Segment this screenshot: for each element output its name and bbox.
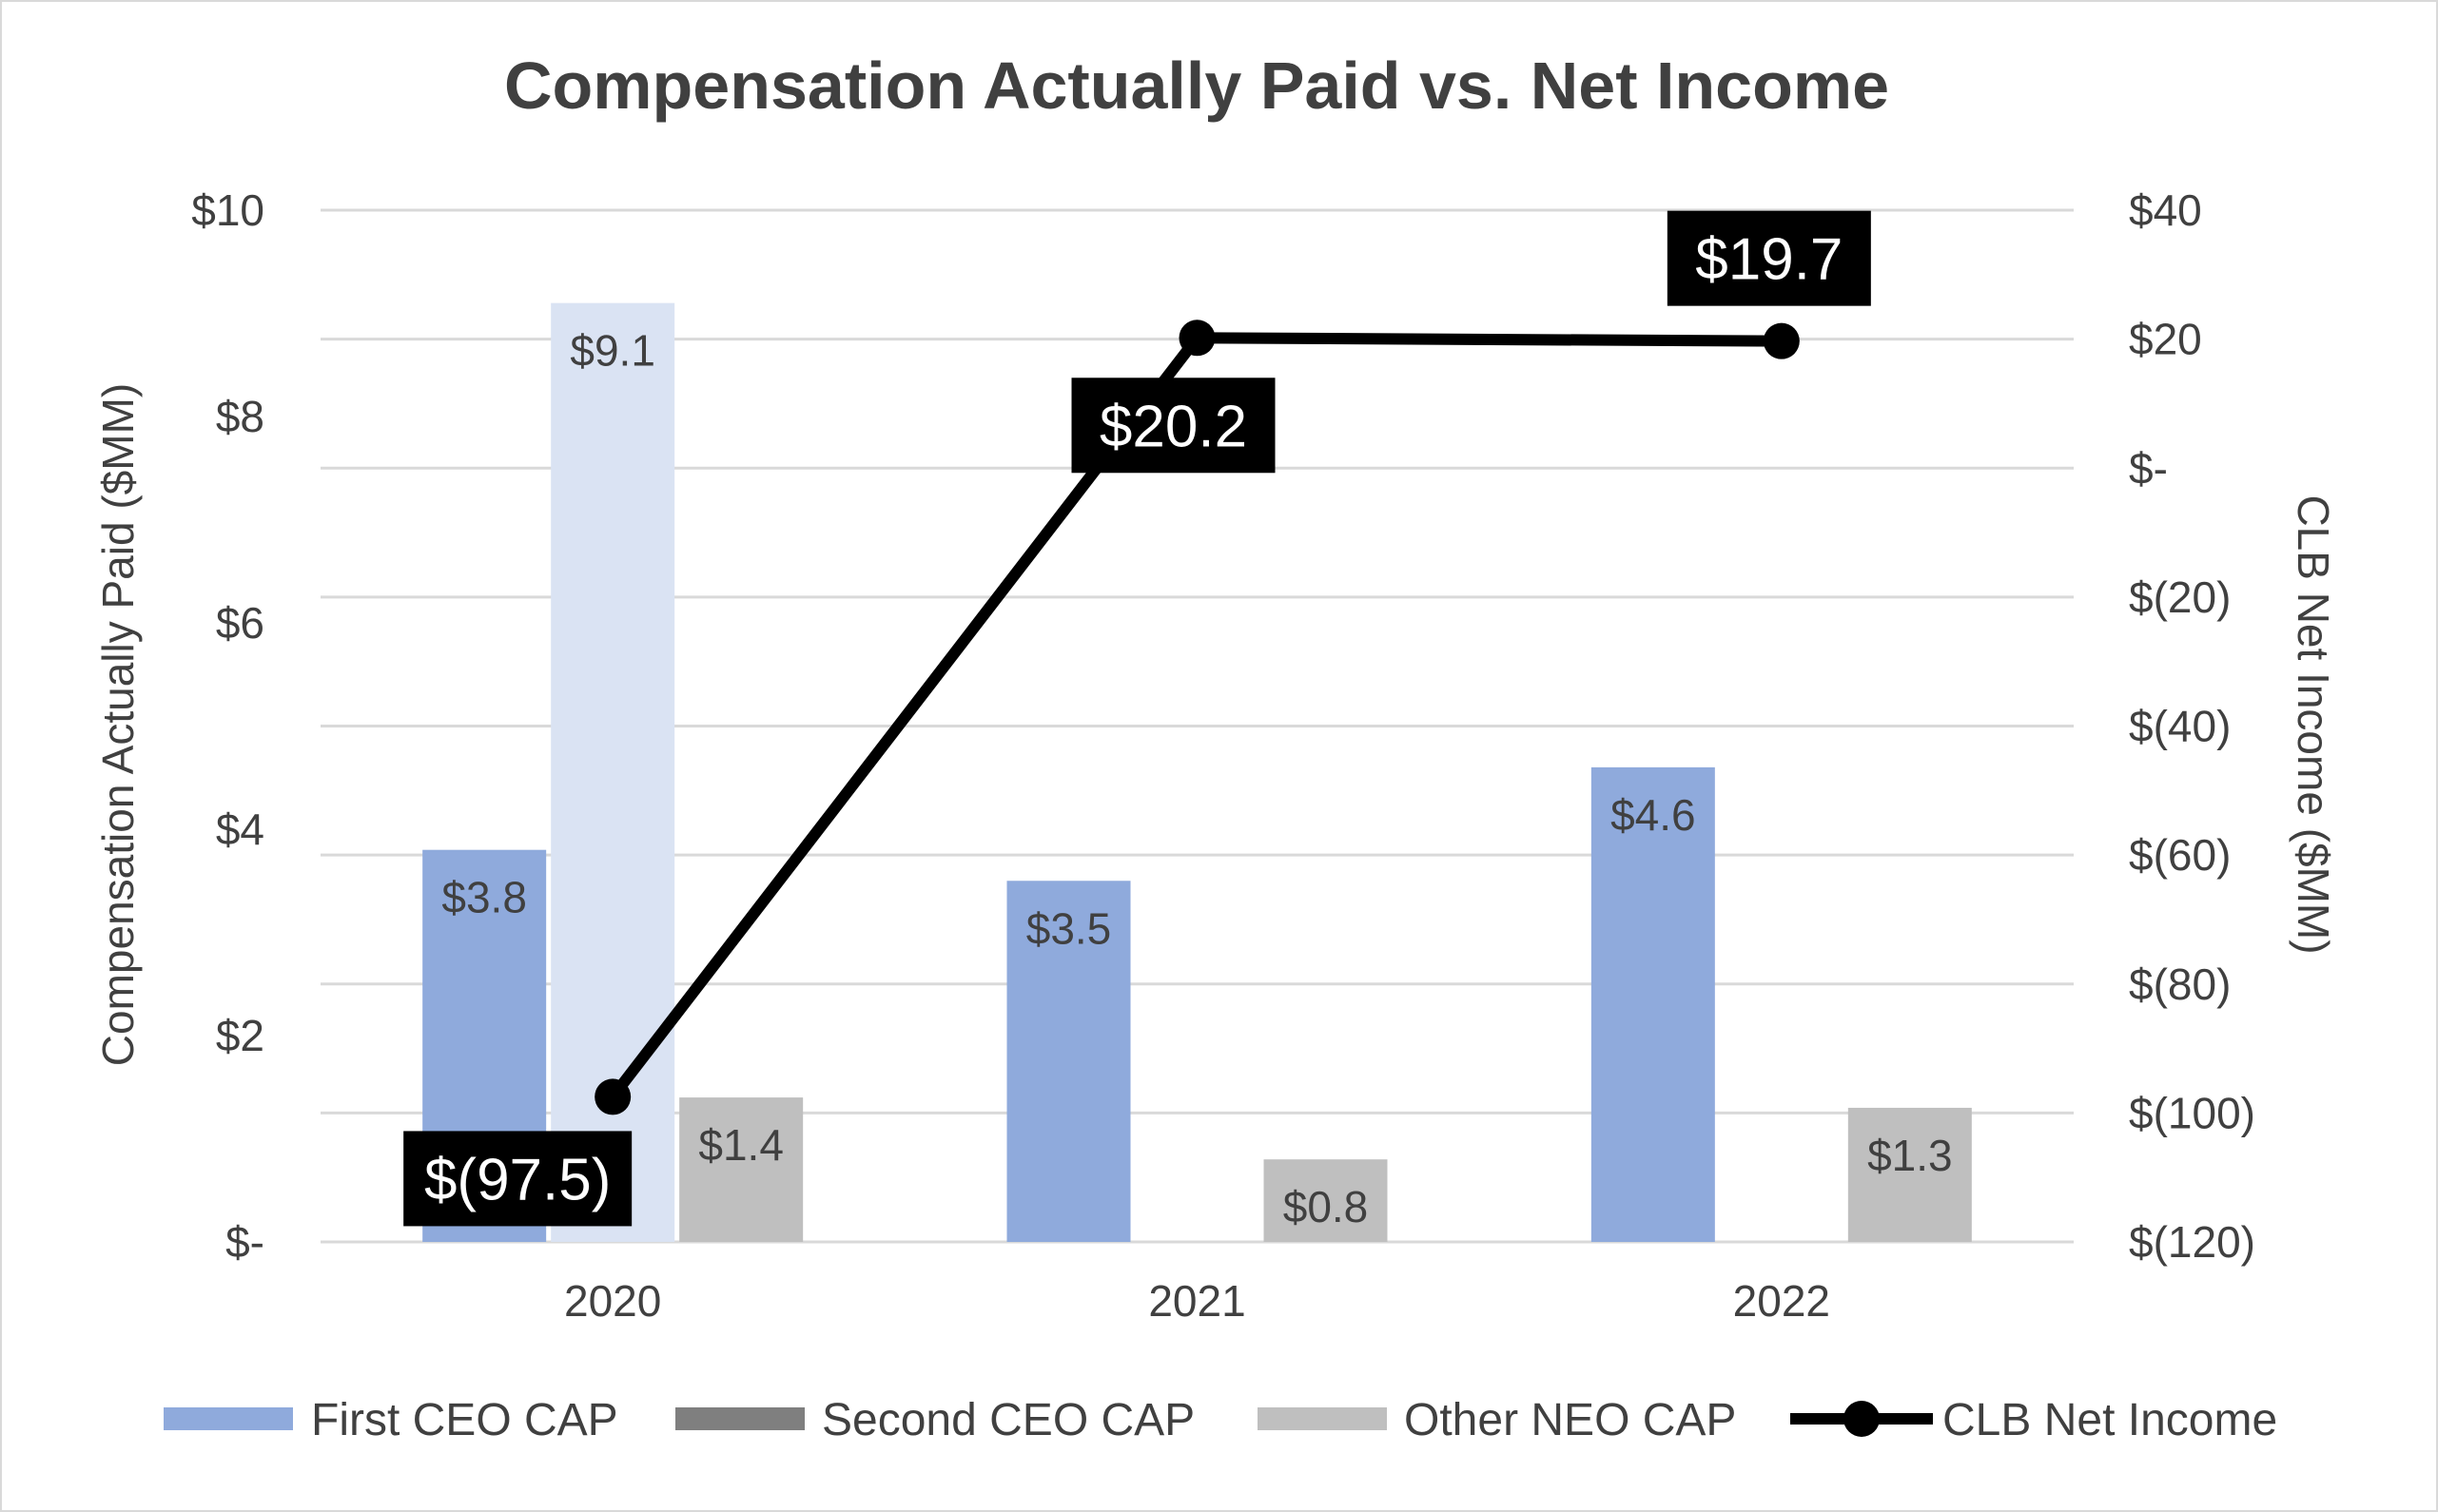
right-axis-tick-label: $(80)	[2129, 960, 2231, 1009]
legend-swatch	[1258, 1407, 1387, 1430]
right-axis-label: CLB Net Income ($MM)	[2289, 494, 2338, 954]
bars-group	[422, 302, 1972, 1242]
net-income-label-box	[1667, 210, 1871, 306]
right-axis-tick-label: $40	[2129, 185, 2202, 235]
net-income-marker	[1179, 320, 1216, 357]
legend-entry: Other NEO CAP	[1258, 1395, 1736, 1445]
right-axis-tick-label: $(20)	[2129, 572, 2231, 622]
right-axis-tick-label: $(120)	[2129, 1217, 2255, 1267]
bar	[1006, 881, 1131, 1242]
right-axis-tick-label: $(40)	[2129, 702, 2231, 751]
bar-data-label: $9.1	[570, 326, 655, 376]
net-income-label-box	[1071, 378, 1276, 474]
legend-label: First CEO CAP	[311, 1395, 618, 1445]
legend-swatch	[675, 1407, 805, 1430]
bar-data-label: $1.3	[1867, 1131, 1953, 1180]
right-axis-ticks: $(120) $(100) $(80) $(60) $(40) $(20) $- $20 $40	[2129, 185, 2255, 1267]
bar-data-label: $1.4	[698, 1120, 784, 1170]
bar-data-label: $0.8	[1283, 1182, 1369, 1231]
bar	[679, 1097, 804, 1242]
net-income-marker	[595, 1078, 632, 1115]
left-axis-tick-label: $4	[216, 804, 264, 854]
net-income-label-box	[403, 1131, 633, 1227]
legend-entry: Second CEO CAP	[675, 1395, 1195, 1445]
right-axis-tick-label: $(100)	[2129, 1088, 2255, 1137]
bar	[1590, 766, 1715, 1242]
right-axis-tick-label: $-	[2129, 443, 2168, 493]
left-axis-ticks: $- $2 $4 $6 $8 $10	[191, 185, 264, 1267]
net-income-marker	[1763, 322, 1800, 359]
net-income-data-label: $20.2	[1100, 394, 1247, 459]
x-axis-tick-label: 2021	[1148, 1276, 1245, 1326]
legend-entry: CLB Net Income	[1790, 1395, 2277, 1445]
bar-labels-group: $3.8 $3.5 $4.6 $9.1 $1.4 $0.8 $1.3	[441, 326, 1952, 1232]
bar-data-label: $3.5	[1026, 903, 1112, 953]
left-axis-tick-label: $6	[216, 598, 264, 648]
net-income-data-label: $(97.5)	[424, 1147, 611, 1212]
x-axis-tick-label: 2022	[1733, 1276, 1830, 1326]
x-axis-ticks: 2020 2021 2022	[564, 1276, 1830, 1326]
left-axis-tick-label: $2	[216, 1011, 264, 1060]
left-axis-tick-label: $8	[216, 392, 264, 441]
bar	[1263, 1159, 1388, 1242]
chart-title: Compensation Actually Paid vs. Net Incom…	[504, 48, 1889, 123]
bar-data-label: $3.8	[441, 873, 527, 922]
legend-label: Second CEO CAP	[822, 1395, 1195, 1445]
legend: First CEO CAP Second CEO CAP Other NEO CAP…	[164, 1395, 2277, 1445]
right-axis-tick-label: $(60)	[2129, 830, 2231, 880]
left-axis-label: Compensation Actually Paid ($MM)	[93, 383, 143, 1066]
legend-swatch	[164, 1407, 293, 1430]
net-income-line-group: $(97.5) $20.2 $19.7	[403, 210, 1871, 1227]
legend-label: CLB Net Income	[1942, 1395, 2277, 1445]
legend-label: Other NEO CAP	[1404, 1395, 1736, 1445]
x-axis-tick-label: 2020	[564, 1276, 661, 1326]
bar	[1847, 1107, 1972, 1242]
bar-data-label: $4.6	[1610, 790, 1696, 840]
net-income-data-label: $19.7	[1695, 227, 1843, 293]
legend-entry: First CEO CAP	[164, 1395, 618, 1445]
legend-marker	[1843, 1401, 1880, 1437]
right-axis-tick-label: $20	[2129, 315, 2202, 364]
left-axis-tick-label: $-	[225, 1217, 264, 1267]
left-axis-tick-label: $10	[191, 185, 264, 235]
